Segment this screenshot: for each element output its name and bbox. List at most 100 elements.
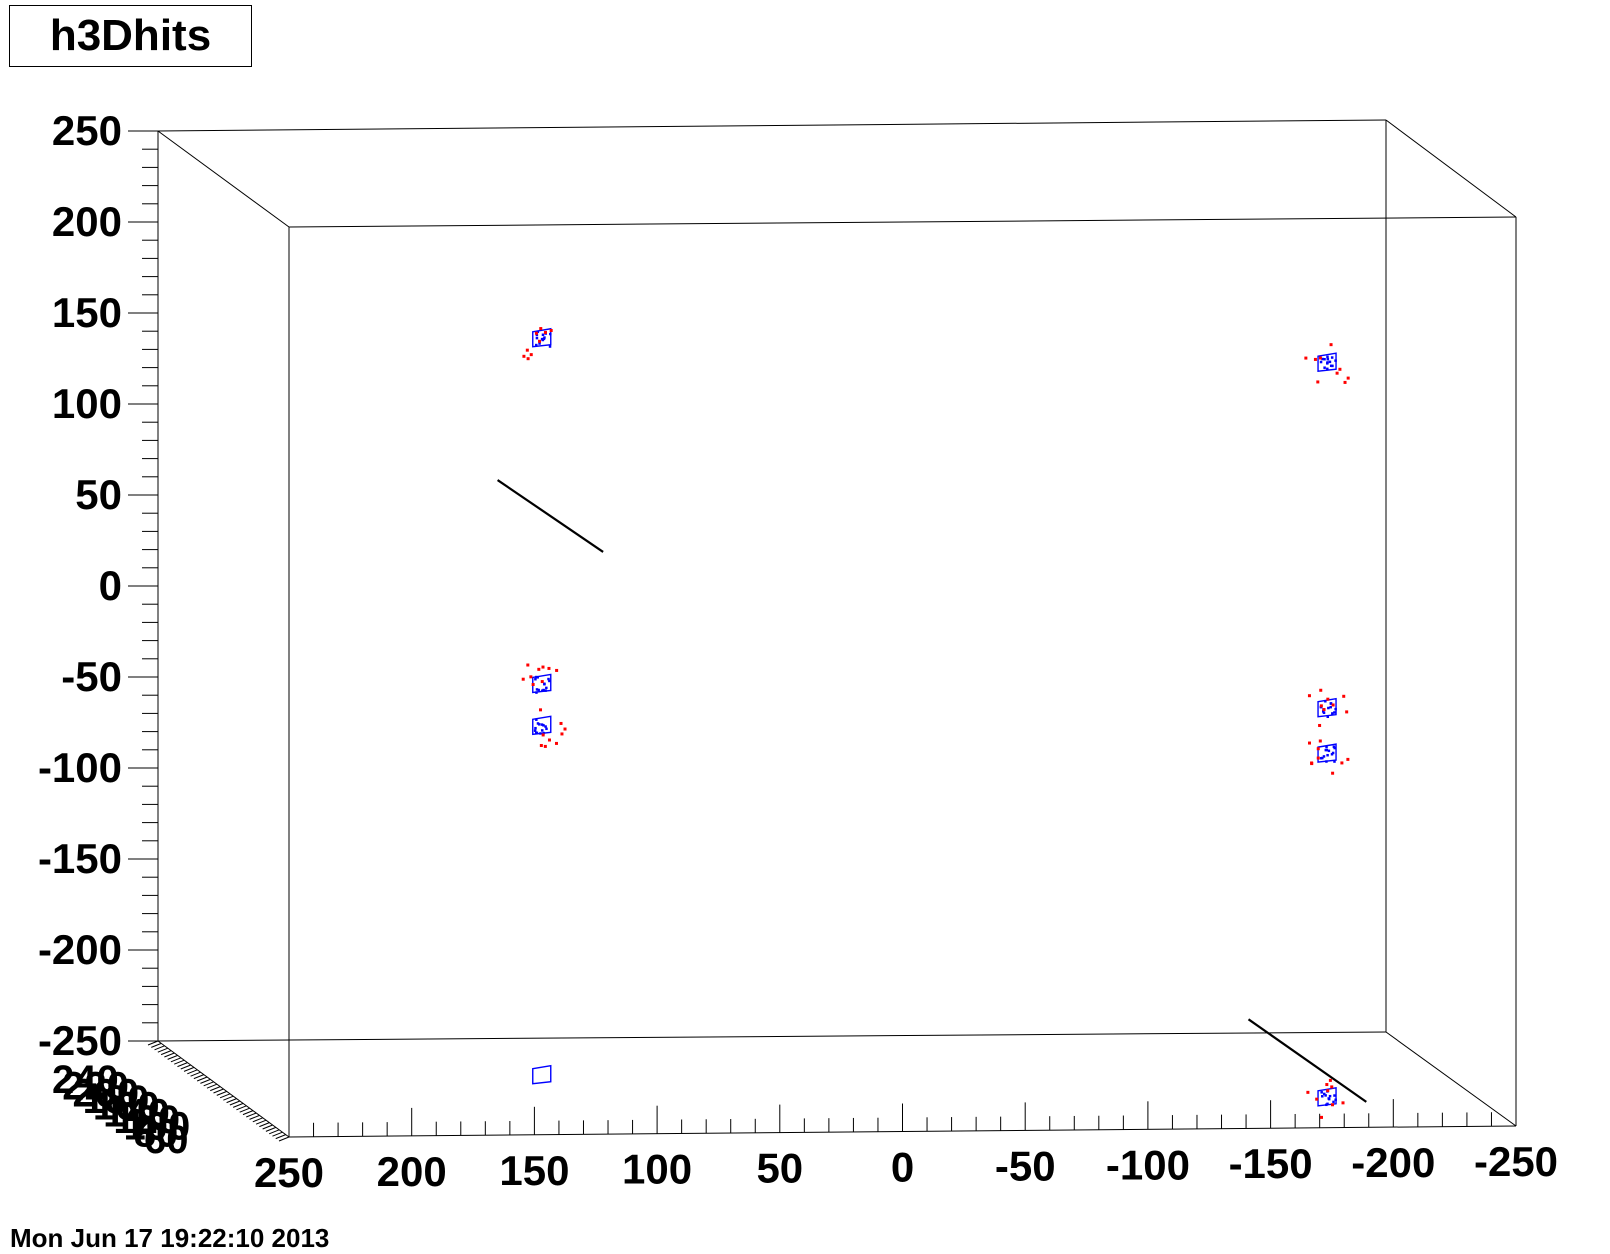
y-tick-label: -250 — [38, 1017, 122, 1064]
hit-point — [1318, 356, 1322, 360]
hit-point — [1313, 357, 1317, 361]
cluster-point — [535, 688, 539, 691]
cluster-point — [1323, 366, 1326, 369]
cluster-point — [535, 336, 539, 340]
hit-point — [1326, 697, 1330, 701]
hit-point — [529, 675, 533, 679]
z-tick — [216, 1090, 227, 1096]
z-tick — [242, 1110, 254, 1116]
z-tick — [164, 1052, 175, 1058]
z-tick — [232, 1102, 244, 1108]
z-tick — [219, 1093, 231, 1099]
z-tick — [255, 1119, 267, 1125]
z-tick — [147, 1040, 159, 1046]
hit-point — [1331, 771, 1335, 775]
cluster-point — [535, 691, 538, 694]
cluster-point — [1322, 711, 1326, 715]
cluster-point — [1329, 364, 1333, 368]
z-tick-label: 120 — [113, 1098, 180, 1142]
hit-point — [1331, 1103, 1335, 1107]
frame-edge — [1385, 119, 1517, 218]
cluster-point — [1330, 752, 1334, 756]
frame-edge — [157, 119, 1387, 132]
z-tick — [252, 1117, 263, 1123]
hit-point — [531, 683, 535, 687]
hit-point — [1322, 708, 1326, 712]
cluster-point — [1326, 753, 1329, 757]
z-tick — [262, 1124, 273, 1130]
hit-point — [1325, 1083, 1329, 1087]
cluster-point — [1324, 748, 1328, 752]
z-tick — [268, 1129, 280, 1135]
detector-plane — [1304, 343, 1350, 384]
frame-box — [157, 119, 1517, 1138]
cluster-point — [545, 727, 548, 731]
z-tick-label: 220 — [62, 1065, 129, 1109]
hit-point — [1343, 380, 1347, 384]
x-tick-label: -150 — [1229, 1140, 1313, 1187]
cluster-point — [1328, 1094, 1332, 1098]
cluster-point — [537, 688, 540, 692]
z-tick — [180, 1064, 191, 1070]
z-tick — [272, 1131, 283, 1137]
cluster-point — [1328, 360, 1332, 364]
timestamp: Mon Jun 17 19:22:10 2013 — [10, 1223, 330, 1253]
cluster-point — [1324, 700, 1327, 703]
z-tick-label: 180 — [83, 1078, 150, 1122]
hit-point — [563, 727, 567, 731]
cluster-point — [536, 676, 539, 679]
cluster-point — [535, 675, 538, 679]
x-tick-label: -200 — [1351, 1139, 1435, 1186]
z-tick — [206, 1083, 218, 1089]
track-segment — [1247, 1018, 1367, 1103]
cluster-point — [539, 732, 542, 735]
cluster-point — [533, 729, 537, 732]
hit-point — [1342, 694, 1346, 698]
chart-title: h3Dhits — [9, 5, 252, 67]
cluster-point — [544, 725, 547, 728]
z-tick — [170, 1057, 182, 1063]
x-tick-label: 200 — [377, 1148, 447, 1195]
x-tick-label: 0 — [891, 1144, 914, 1191]
y-tick-label: 250 — [52, 107, 122, 154]
hit-point — [554, 741, 558, 745]
y-tick-label: 50 — [75, 471, 122, 518]
cluster-point — [1333, 760, 1336, 763]
hit-point — [1307, 694, 1311, 698]
cluster-point — [538, 723, 541, 726]
hit-point — [1319, 1115, 1323, 1119]
cluster-point — [535, 333, 539, 337]
cluster-point — [1325, 745, 1328, 749]
cluster-point — [541, 333, 545, 337]
hit-point — [540, 680, 544, 684]
hit-point — [1340, 761, 1344, 765]
hit-point — [1304, 356, 1308, 360]
cluster-point — [549, 332, 552, 336]
z-tick — [236, 1105, 247, 1111]
cluster-point — [548, 679, 551, 683]
cluster-point — [1333, 1094, 1336, 1097]
cluster-point — [1332, 745, 1336, 749]
plane-outline — [532, 1064, 552, 1085]
cluster-point — [1321, 756, 1324, 760]
detector-plane — [1307, 688, 1349, 727]
hit-point — [541, 733, 545, 737]
z-tick — [239, 1107, 250, 1113]
hit-point — [1318, 723, 1322, 727]
hit-point — [1316, 756, 1320, 760]
z-tick-label: 100 — [124, 1105, 191, 1149]
hit-point — [547, 738, 551, 742]
plane-outline — [532, 673, 552, 694]
hit-point — [543, 330, 547, 334]
hit-point — [543, 744, 547, 748]
z-tick-label: 160 — [93, 1085, 160, 1129]
cluster-point — [1326, 367, 1329, 371]
cluster-point — [540, 723, 544, 726]
cluster-point — [540, 337, 544, 341]
cluster-point — [1321, 357, 1324, 361]
detector-plane — [521, 663, 559, 694]
y-tick-label: -100 — [38, 744, 122, 791]
cluster-point — [1331, 751, 1335, 755]
